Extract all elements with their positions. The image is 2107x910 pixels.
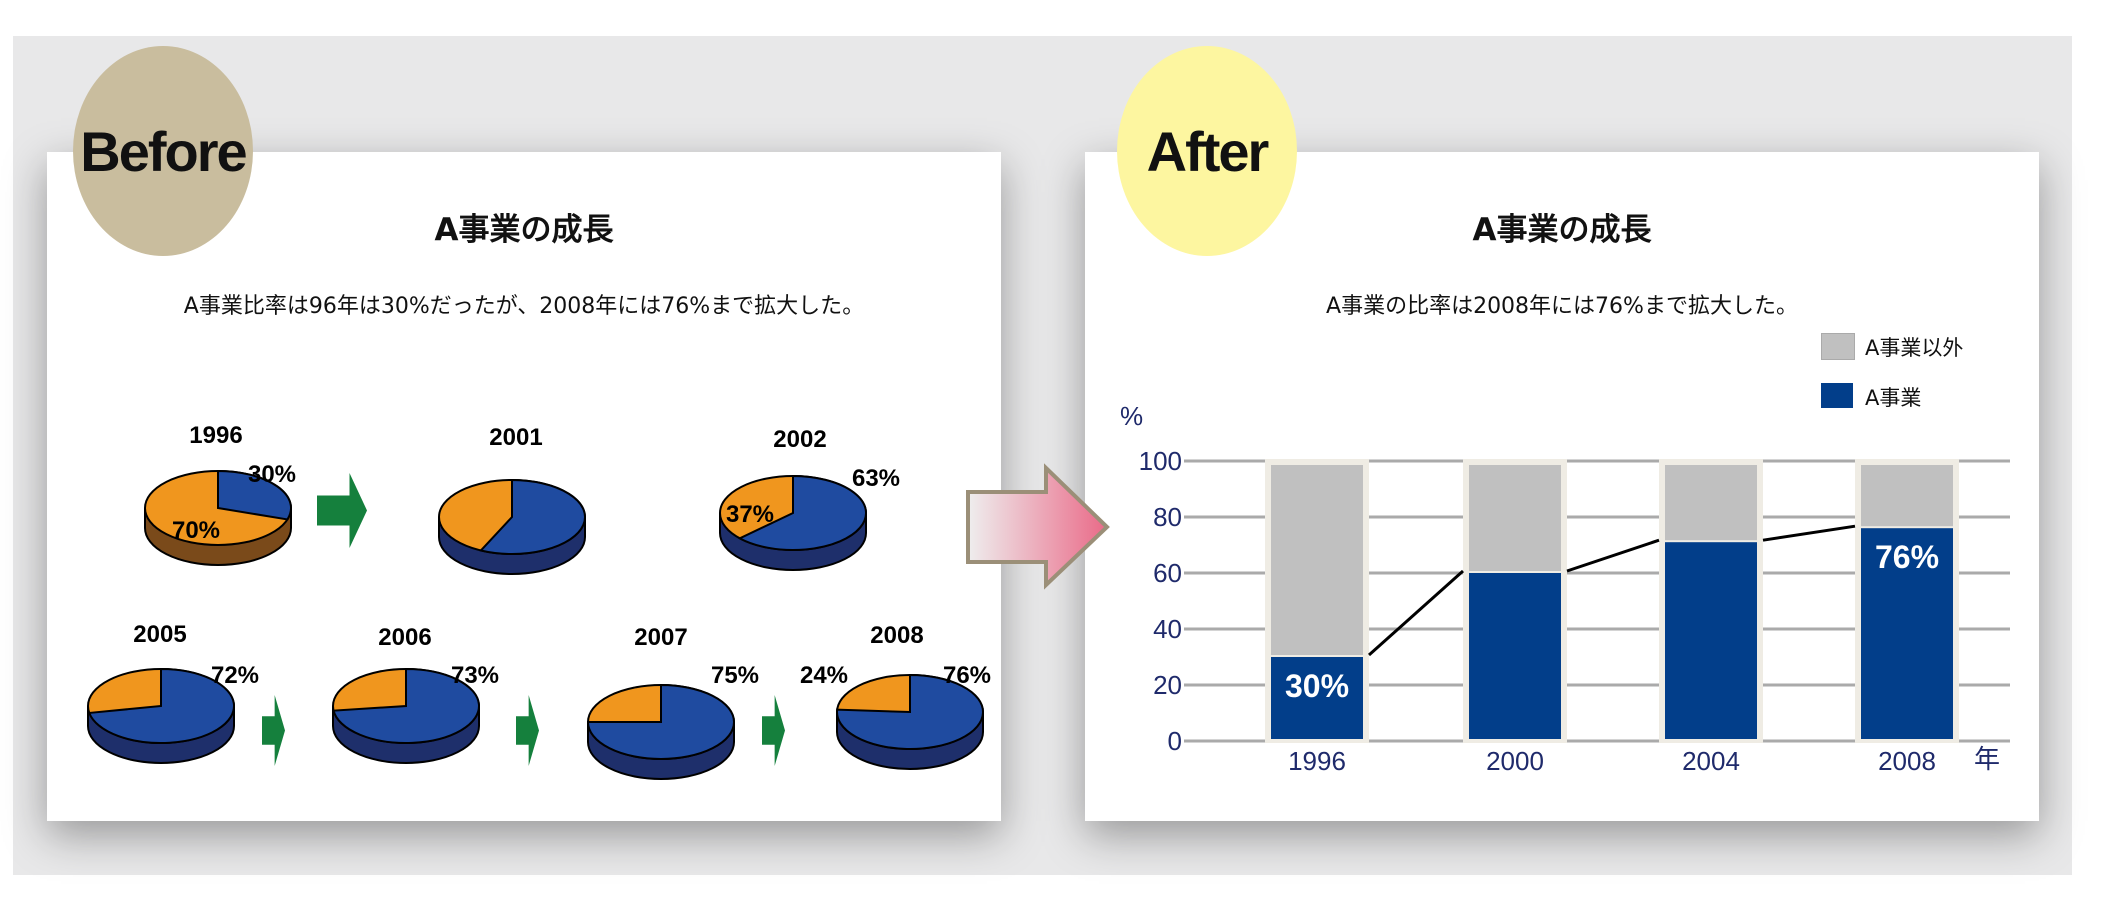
pie-pct-label: 76% bbox=[943, 662, 991, 689]
green-arrow-icon bbox=[762, 695, 785, 766]
y-tick-label: 100 bbox=[1139, 446, 1182, 476]
pie-2002: 2002 63% 37% bbox=[719, 426, 900, 571]
green-arrow-icon bbox=[516, 695, 539, 766]
pie-pct-label: 70% bbox=[172, 517, 220, 544]
pie-year-label: 2002 bbox=[773, 426, 826, 453]
after-subtitle: A事業の比率は2008年には76%まで拡大した。 bbox=[1326, 294, 1798, 319]
pie-2007: 2007 75% bbox=[586, 624, 759, 780]
x-tick-label: 2004 bbox=[1682, 746, 1740, 776]
x-tick-label: 1996 bbox=[1288, 746, 1346, 776]
pie-2006: 2006 73% bbox=[332, 624, 499, 764]
before-title: A事業の成長 bbox=[434, 212, 614, 248]
bar-other-2000 bbox=[1469, 465, 1561, 571]
y-tick-label: 0 bbox=[1168, 726, 1182, 756]
trend-line-segment bbox=[1368, 569, 1464, 657]
pie-year-label: 2006 bbox=[378, 624, 431, 651]
pie-pct-label: 37% bbox=[726, 501, 774, 528]
bar-other-1996 bbox=[1271, 465, 1363, 655]
legend-label-a: A事業 bbox=[1865, 386, 1922, 410]
bar-a-2008 bbox=[1861, 528, 1953, 739]
bar-other-2008 bbox=[1861, 465, 1953, 527]
pie-pct-label: 75% bbox=[711, 662, 759, 689]
trend-line-segment bbox=[1566, 538, 1660, 573]
pie-year-label: 2005 bbox=[133, 621, 186, 648]
pie-pct-label: 30% bbox=[248, 461, 296, 488]
green-arrow-icon bbox=[317, 473, 367, 548]
bar-a-2000 bbox=[1469, 573, 1561, 739]
before-badge: Before bbox=[73, 46, 253, 256]
pie-2005: 2005 72% bbox=[87, 621, 259, 764]
bar-data-label: 30% bbox=[1285, 668, 1349, 704]
pie-2001: 2001 bbox=[438, 424, 586, 575]
pie-pct-label: 63% bbox=[852, 465, 900, 492]
bar-a-1996 bbox=[1271, 657, 1363, 739]
pie-slice-a bbox=[217, 469, 292, 521]
pie-2008: 2008 76% 24% bbox=[800, 622, 991, 770]
bar-data-label: 76% bbox=[1875, 539, 1939, 575]
bar-other-2004 bbox=[1665, 465, 1757, 541]
y-axis-unit: % bbox=[1120, 401, 1143, 431]
pie-pct-label: 24% bbox=[800, 662, 848, 689]
x-tick-label: 2000 bbox=[1486, 746, 1544, 776]
pie-slice-a bbox=[836, 673, 984, 750]
before-subtitle: A事業比率は96年は30%だったが、2008年には76%まで拡大した。 bbox=[183, 294, 865, 319]
pie-year-label: 2007 bbox=[634, 624, 687, 651]
legend-swatch-a bbox=[1821, 383, 1853, 408]
pie-slice-a bbox=[586, 683, 735, 760]
pie-pct-label: 72% bbox=[211, 662, 259, 689]
y-tick-label: 40 bbox=[1153, 614, 1182, 644]
after-title: A事業の成長 bbox=[1472, 212, 1652, 248]
y-tick-label: 20 bbox=[1153, 670, 1182, 700]
legend-swatch-other bbox=[1821, 333, 1855, 360]
pie-slice-a bbox=[479, 478, 586, 555]
y-tick-label: 60 bbox=[1153, 558, 1182, 588]
green-arrow-icon bbox=[262, 695, 285, 766]
pie-pct-label: 73% bbox=[451, 662, 499, 689]
pie-slice-a bbox=[332, 667, 480, 744]
pie-year-label: 2001 bbox=[489, 424, 542, 451]
pie-year-label: 2008 bbox=[870, 622, 923, 649]
trend-line-segment bbox=[1762, 524, 1856, 542]
x-axis-unit: 年 bbox=[1974, 744, 2000, 774]
y-tick-label: 80 bbox=[1153, 502, 1182, 532]
bar-a-2004 bbox=[1665, 542, 1757, 739]
pie-slice-a bbox=[737, 474, 867, 551]
transition-arrow-icon bbox=[966, 463, 1110, 590]
x-tick-label: 2008 bbox=[1878, 746, 1936, 776]
after-badge: After bbox=[1117, 46, 1297, 256]
pie-year-label: 1996 bbox=[189, 422, 242, 449]
pie-slice-a bbox=[87, 667, 235, 744]
legend-label-other: A事業以外 bbox=[1865, 336, 1964, 360]
